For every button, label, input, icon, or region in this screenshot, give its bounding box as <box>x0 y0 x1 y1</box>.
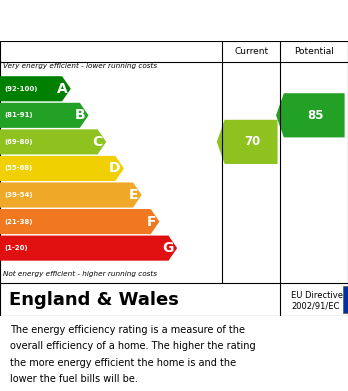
Text: the more energy efficient the home is and the: the more energy efficient the home is an… <box>10 358 237 368</box>
Text: Very energy efficient - lower running costs: Very energy efficient - lower running co… <box>3 63 158 69</box>
Polygon shape <box>0 183 142 208</box>
Polygon shape <box>217 120 278 164</box>
Text: (55-68): (55-68) <box>4 165 32 171</box>
Text: (1-20): (1-20) <box>4 245 28 251</box>
Polygon shape <box>0 209 159 234</box>
Text: Not energy efficient - higher running costs: Not energy efficient - higher running co… <box>3 271 158 277</box>
Text: 70: 70 <box>245 135 261 148</box>
Polygon shape <box>0 103 88 128</box>
Text: lower the fuel bills will be.: lower the fuel bills will be. <box>10 375 138 384</box>
Text: (39-54): (39-54) <box>4 192 33 198</box>
Text: E: E <box>129 188 138 202</box>
Text: Current: Current <box>234 47 268 56</box>
Text: The energy efficiency rating is a measure of the: The energy efficiency rating is a measur… <box>10 325 245 335</box>
Polygon shape <box>276 93 345 137</box>
Text: F: F <box>147 215 156 229</box>
Polygon shape <box>0 156 124 181</box>
Text: D: D <box>109 161 120 176</box>
Text: G: G <box>162 241 174 255</box>
Text: 85: 85 <box>308 109 324 122</box>
Text: Energy Efficiency Rating: Energy Efficiency Rating <box>10 13 251 30</box>
Text: Potential: Potential <box>294 47 334 56</box>
Text: England & Wales: England & Wales <box>9 291 179 308</box>
Polygon shape <box>0 236 177 261</box>
Text: overall efficiency of a home. The higher the rating: overall efficiency of a home. The higher… <box>10 341 256 351</box>
Text: (92-100): (92-100) <box>4 86 38 92</box>
Bar <box>343 286 348 313</box>
Text: A: A <box>56 82 67 96</box>
Text: 2002/91/EC: 2002/91/EC <box>291 301 339 310</box>
Polygon shape <box>0 76 71 101</box>
Text: EU Directive: EU Directive <box>291 291 343 300</box>
Polygon shape <box>0 129 106 154</box>
Text: (81-91): (81-91) <box>4 112 33 118</box>
Text: C: C <box>93 135 103 149</box>
Text: B: B <box>74 108 85 122</box>
Text: (69-80): (69-80) <box>4 139 33 145</box>
Text: (21-38): (21-38) <box>4 219 33 224</box>
